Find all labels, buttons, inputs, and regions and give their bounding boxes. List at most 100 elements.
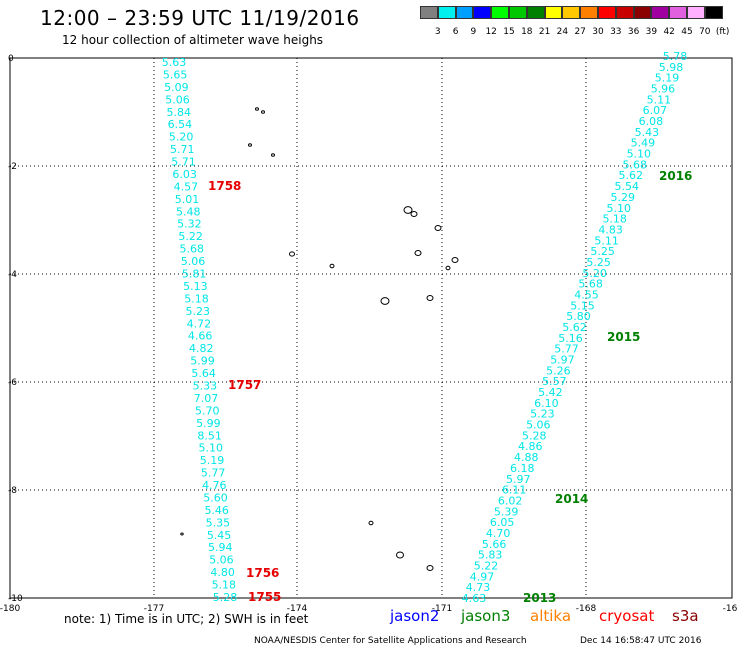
swh-value: 5.06 bbox=[209, 554, 234, 567]
swh-value: 5.64 bbox=[191, 367, 216, 380]
scale-label: 12 bbox=[485, 27, 497, 37]
swh-value: 5.35 bbox=[206, 516, 231, 529]
swh-value: 4.86 bbox=[518, 440, 543, 453]
swh-value: 5.11 bbox=[647, 93, 672, 106]
swh-value: 4.70 bbox=[486, 527, 511, 540]
island-shape bbox=[426, 564, 434, 572]
swh-value: 5.62 bbox=[562, 321, 587, 334]
swh-value: 6.08 bbox=[639, 115, 664, 128]
island-shape bbox=[180, 532, 184, 536]
scale-label: (ft) bbox=[715, 27, 730, 37]
scale-label: 39 bbox=[645, 27, 658, 37]
swh-value: 5.22 bbox=[178, 230, 203, 243]
page-subtitle: 12 hour collection of altimeter wave hei… bbox=[62, 33, 324, 47]
swh-value: 5.71 bbox=[171, 156, 196, 169]
legend-jason2: jason2 bbox=[390, 607, 440, 625]
swh-value: 5.98 bbox=[659, 61, 684, 74]
swh-value: 5.68 bbox=[578, 278, 603, 291]
swh-value: 7.07 bbox=[194, 392, 219, 405]
island-shape bbox=[261, 110, 265, 114]
scale-label: 45 bbox=[681, 27, 693, 37]
swh-value: 5.15 bbox=[570, 299, 595, 312]
island-shape bbox=[289, 251, 295, 257]
swh-value: 4.80 bbox=[210, 566, 235, 579]
swh-value: 5.10 bbox=[627, 148, 652, 161]
swh-value: 5.43 bbox=[635, 126, 660, 139]
swh-value: 5.19 bbox=[655, 72, 680, 85]
swh-value: 5.96 bbox=[651, 83, 676, 96]
scale-label: 15 bbox=[503, 27, 515, 37]
track-annotations: 1758 1757 1756 1755 2016 2015 2014 2013 bbox=[208, 169, 692, 605]
swh-value: 5.77 bbox=[201, 467, 226, 480]
scale-label: 33 bbox=[610, 27, 622, 37]
swh-value: 5.84 bbox=[166, 106, 191, 119]
pass-time-label: 1757 bbox=[228, 378, 261, 392]
x-tick-label: -16 bbox=[723, 604, 738, 614]
pass-time-label: 1755 bbox=[248, 590, 281, 604]
swh-value: 4.97 bbox=[470, 570, 495, 583]
swh-value: 5.23 bbox=[185, 305, 210, 318]
swh-value: 5.06 bbox=[526, 419, 551, 432]
swh-value: 5.20 bbox=[582, 267, 607, 280]
east-track: 5.785.985.195.965.116.076.085.435.495.10… bbox=[462, 50, 688, 605]
x-tick-label: -177 bbox=[144, 604, 164, 614]
scale-label: 70 bbox=[699, 27, 711, 37]
swh-value: 5.45 bbox=[207, 529, 232, 542]
swh-value: 5.60 bbox=[203, 491, 228, 504]
swh-value: 5.11 bbox=[594, 234, 619, 247]
x-tick-label: -180 bbox=[0, 604, 20, 614]
scale-swatch bbox=[562, 6, 581, 19]
swh-value: 5.81 bbox=[182, 268, 207, 281]
scale-label: 42 bbox=[663, 27, 675, 37]
swh-value: 5.83 bbox=[478, 549, 503, 562]
swh-value: 5.78 bbox=[663, 50, 688, 63]
swh-value: 4.55 bbox=[574, 288, 599, 301]
swh-value: 5.65 bbox=[163, 68, 188, 81]
scale-swatch bbox=[651, 6, 670, 19]
swh-value: 5.19 bbox=[200, 454, 225, 467]
x-tick-label: -171 bbox=[432, 604, 452, 614]
island-shape bbox=[380, 297, 390, 305]
swh-value: 5.25 bbox=[586, 256, 611, 269]
swh-value: 5.20 bbox=[169, 131, 194, 144]
island-shape bbox=[403, 206, 413, 214]
swh-value: 6.54 bbox=[168, 118, 193, 131]
swh-value: 4.66 bbox=[188, 330, 213, 343]
swh-value: 5.10 bbox=[199, 442, 224, 455]
swh-value: 4.73 bbox=[466, 581, 491, 594]
swh-value: 5.54 bbox=[615, 180, 640, 193]
scale-label: 24 bbox=[556, 27, 569, 37]
swh-value: 5.09 bbox=[164, 81, 189, 94]
x-tick-label: -174 bbox=[287, 604, 308, 614]
scale-swatch bbox=[633, 6, 652, 19]
swh-value: 6.18 bbox=[510, 462, 535, 475]
island-shape bbox=[445, 265, 451, 271]
swh-value: 5.13 bbox=[183, 280, 208, 293]
swh-value: 5.26 bbox=[546, 364, 571, 377]
swh-value: 5.22 bbox=[474, 559, 499, 572]
y-tick-label: -6 bbox=[8, 378, 17, 388]
pass-year-label: 2015 bbox=[607, 330, 640, 344]
scale-label: 30 bbox=[592, 27, 604, 37]
swh-value: 4.88 bbox=[514, 451, 539, 464]
scale-swatch bbox=[509, 6, 527, 19]
island-shape bbox=[434, 224, 442, 232]
scale-swatch bbox=[544, 6, 563, 19]
island-shape bbox=[255, 107, 259, 111]
swh-value: 6.03 bbox=[172, 168, 197, 181]
swh-value: 5.28 bbox=[522, 429, 547, 442]
y-tick-label: -8 bbox=[8, 486, 17, 496]
swh-value: 6.10 bbox=[534, 397, 559, 410]
swh-value: 5.68 bbox=[180, 243, 205, 256]
scale-label: 27 bbox=[574, 27, 586, 37]
swh-value: 5.46 bbox=[204, 504, 229, 517]
west-track: 5.635.655.095.065.846.545.205.715.716.03… bbox=[162, 56, 238, 604]
swh-value: 5.18 bbox=[212, 579, 237, 592]
x-tick-label: -168 bbox=[576, 604, 597, 614]
legend-altika: altika bbox=[530, 607, 572, 625]
scale-label: 21 bbox=[538, 27, 551, 37]
swh-value: 5.29 bbox=[610, 191, 635, 204]
legend-s3a: s3a bbox=[672, 607, 699, 625]
swh-value: 6.02 bbox=[498, 494, 523, 507]
